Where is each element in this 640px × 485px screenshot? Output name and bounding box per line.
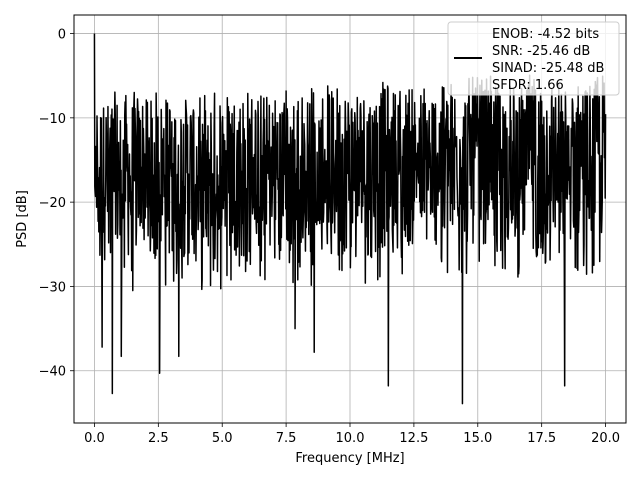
- x-tick-label: 15.0: [463, 431, 492, 446]
- psd-series-line: [93, 33, 607, 405]
- x-tick-label: 2.5: [148, 431, 169, 446]
- plot-area: [93, 33, 607, 405]
- legend-box: [447, 21, 620, 96]
- x-tick-label: 5.0: [212, 431, 233, 446]
- x-tick-label: 7.5: [276, 431, 297, 446]
- y-tick-label: 0: [58, 28, 66, 43]
- x-axis-label: Frequency [MHz]: [295, 451, 404, 466]
- x-tick-label: 12.5: [399, 431, 428, 446]
- x-tick-label: 17.5: [527, 431, 556, 446]
- legend-enob: ENOB: -4.52 bits: [492, 27, 599, 42]
- legend-snr: SNR: -25.46 dB: [492, 44, 590, 59]
- y-axis-label: PSD [dB]: [15, 190, 30, 248]
- y-tick-label: −10: [39, 112, 66, 127]
- x-tick-label: 20.0: [591, 431, 620, 446]
- y-tick-label: −20: [39, 196, 66, 211]
- legend-sfdr: SFDR: 1.66: [492, 78, 564, 93]
- y-tick-label: −30: [39, 280, 66, 295]
- y-tick-label: −40: [39, 365, 66, 380]
- x-tick-label: 10.0: [336, 431, 365, 446]
- x-tick-label: 0.0: [84, 431, 105, 446]
- legend-sinad: SINAD: -25.48 dB: [492, 61, 604, 76]
- tick-layer: 0.0 2.5 5.0 7.5 10.0 12.5 15.0 17.5 20.0 0 −10 −20 −…: [39, 28, 620, 446]
- legend: ENOB: -4.52 bits SNR: -25.46 dB SINAD: -…: [447, 21, 620, 96]
